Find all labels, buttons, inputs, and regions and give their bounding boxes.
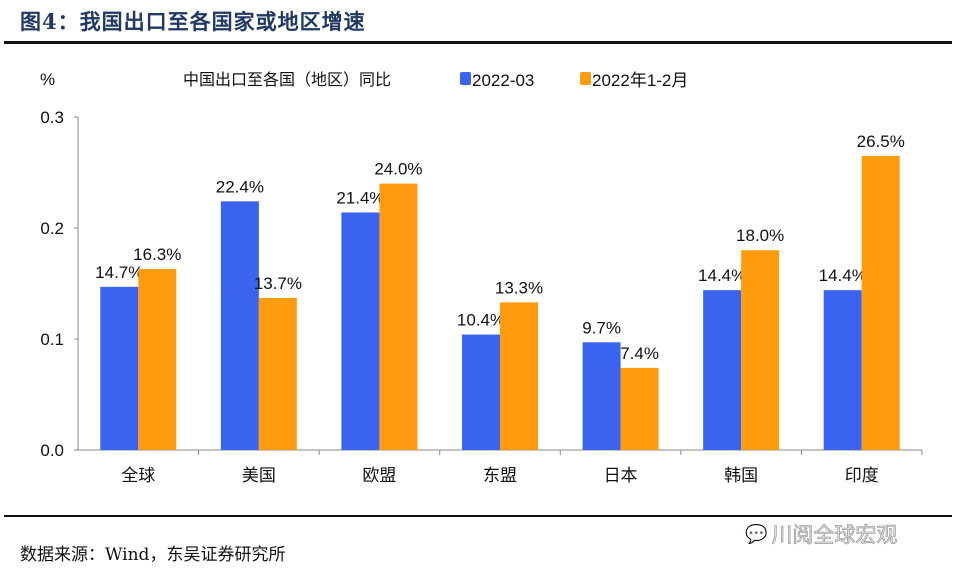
data-label: 26.5% xyxy=(857,132,905,151)
legend-label-1: 2022年1-2月 xyxy=(592,71,688,90)
data-label: 13.3% xyxy=(495,278,543,297)
bar-2022-1-2-4 xyxy=(620,367,659,450)
data-label: 22.4% xyxy=(216,177,264,196)
data-label: 10.4% xyxy=(457,311,505,330)
data-label: 18.0% xyxy=(736,226,784,245)
bar-2022-03-5 xyxy=(703,290,742,450)
data-label: 16.3% xyxy=(133,245,181,264)
y-tick-label: 0.0 xyxy=(40,441,64,460)
bar-2022-1-2-1 xyxy=(258,297,297,450)
data-label: 13.7% xyxy=(254,274,302,293)
data-label: 14.4% xyxy=(698,266,746,285)
x-tick-label: 美国 xyxy=(242,466,276,485)
data-label: 14.7% xyxy=(95,263,143,282)
bar-2022-03-1 xyxy=(220,201,259,450)
bar-2022-1-2-2 xyxy=(379,183,418,450)
bar-2022-1-2-0 xyxy=(138,269,177,450)
x-tick-label: 印度 xyxy=(845,466,879,485)
x-tick-label: 全球 xyxy=(121,466,155,485)
x-tick-label: 日本 xyxy=(604,466,638,485)
data-label: 21.4% xyxy=(336,188,384,207)
bar-2022-03-0 xyxy=(100,286,139,450)
x-tick-label: 东盟 xyxy=(483,466,517,485)
chart-title: 中国出口至各国（地区）同比 xyxy=(183,71,391,89)
source-note: 数据来源：Wind，东吴证券研究所 xyxy=(20,545,286,565)
top-divider xyxy=(4,41,952,44)
y-tick-label: 0.2 xyxy=(40,219,64,238)
wechat-icon: 💬 xyxy=(745,523,768,544)
y-tick-label: 0.1 xyxy=(40,330,64,349)
legend-label-0: 2022-03 xyxy=(472,71,534,90)
bar-2022-03-3 xyxy=(462,334,500,450)
bottom-divider xyxy=(4,515,952,517)
x-tick-label: 韩国 xyxy=(724,466,758,485)
data-label: 7.4% xyxy=(620,344,659,363)
bar-2022-1-2-6 xyxy=(861,155,900,450)
legend-swatch-1 xyxy=(580,72,591,85)
bar-2022-03-4 xyxy=(582,342,621,450)
watermark: 💬 川阅全球宏观 xyxy=(745,519,898,549)
bar-2022-1-2-3 xyxy=(500,302,538,450)
data-label: 9.7% xyxy=(582,318,621,337)
bar-2022-03-6 xyxy=(823,290,862,450)
y-axis-unit: % xyxy=(40,70,55,89)
legend-swatch-0 xyxy=(460,72,471,85)
bar-2022-1-2-5 xyxy=(741,250,780,450)
y-tick-label: 0.3 xyxy=(40,108,64,127)
bar-2022-03-2 xyxy=(341,212,380,450)
figure-title: 图4：我国出口至各国家或地区增速 xyxy=(20,9,366,34)
data-label: 24.0% xyxy=(374,160,422,179)
watermark-text: 川阅全球宏观 xyxy=(771,524,898,548)
data-label: 14.4% xyxy=(819,266,867,285)
x-tick-label: 欧盟 xyxy=(362,466,396,485)
